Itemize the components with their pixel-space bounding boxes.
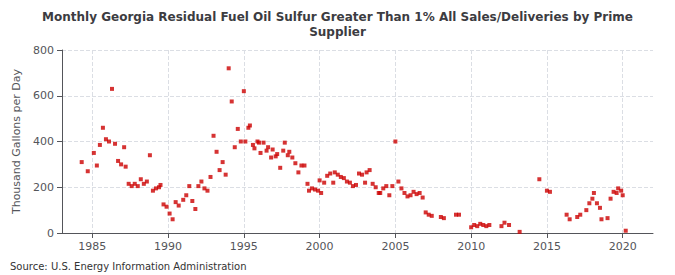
svg-text:800: 800 xyxy=(33,44,54,57)
svg-text:1985: 1985 xyxy=(78,240,106,253)
svg-text:1995: 1995 xyxy=(230,240,258,253)
svg-text:Monthly Georgia Residual Fuel: Monthly Georgia Residual Fuel Oil Sulfur… xyxy=(42,10,633,24)
svg-text:400: 400 xyxy=(33,135,54,148)
svg-text:2010: 2010 xyxy=(457,240,485,253)
svg-text:200: 200 xyxy=(33,181,54,194)
svg-text:Source: U.S. Energy Informatio: Source: U.S. Energy Information Administ… xyxy=(10,261,247,272)
svg-text:0: 0 xyxy=(47,227,54,240)
svg-text:600: 600 xyxy=(33,89,54,102)
svg-text:2005: 2005 xyxy=(381,240,409,253)
svg-text:2000: 2000 xyxy=(306,240,334,253)
svg-text:2020: 2020 xyxy=(609,240,637,253)
svg-text:1990: 1990 xyxy=(154,240,182,253)
svg-text:Thousand Gallons per Day: Thousand Gallons per Day xyxy=(10,68,23,215)
svg-text:2015: 2015 xyxy=(533,240,561,253)
svg-text:Supplier: Supplier xyxy=(309,25,366,39)
